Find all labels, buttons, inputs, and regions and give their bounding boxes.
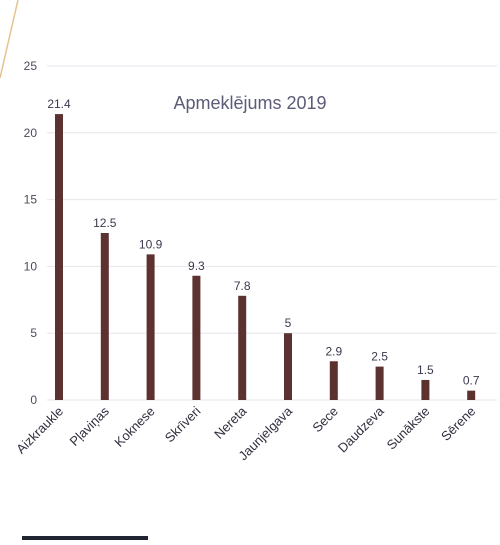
bar [55,114,63,400]
x-tick-label: Nereta [211,403,250,442]
x-tick-label: Pļaviņas [67,403,113,449]
bar [146,254,155,400]
data-label: 9.3 [188,259,205,273]
y-axis-ticks: 0 5 10 15 20 25 [24,59,38,407]
data-label: 2.9 [325,344,342,358]
x-tick-label: Sunākste [384,404,433,453]
y-tick-label: 20 [24,126,38,140]
x-tick-label: Daudzeva [335,403,388,456]
bar [375,366,384,400]
data-label: 1.5 [417,363,434,377]
bar [284,333,292,400]
data-labels: 21.4 12.5 10.9 9.3 7.8 5 2.9 2.5 1.5 0.7 [47,97,480,388]
data-label: 12.5 [93,216,117,230]
x-tick-label: Koknese [111,404,157,450]
x-tick-label: Aizkraukle [13,404,66,457]
bar [467,390,476,400]
x-tick-label: Sece [309,404,341,436]
y-tick-label: 25 [24,59,38,73]
y-tick-label: 0 [30,393,37,407]
bar [192,275,201,400]
bar [329,361,338,400]
y-tick-label: 10 [24,259,38,273]
bars [55,114,476,400]
gridlines [47,65,497,401]
y-tick-label: 15 [24,193,38,207]
x-axis-labels: Aizkraukle Pļaviņas Koknese Skrīveri NeretaJ… [13,403,478,463]
x-tick-label: Sērene [438,404,478,444]
data-label: 21.4 [47,97,71,111]
bar [100,233,109,400]
x-tick-label: Skrīveri [162,403,204,445]
bar [421,379,430,400]
data-label: 2.5 [371,350,388,364]
data-label: 10.9 [139,237,163,251]
data-label: 0.7 [463,374,480,388]
bar [238,295,247,400]
y-tick-label: 5 [30,326,37,340]
footer-strip [22,536,148,540]
decorative-accent-line [0,0,19,79]
data-label: 5 [285,316,292,330]
chart-title: Apmeklējums 2019 [173,93,326,113]
data-label: 7.8 [234,279,251,293]
